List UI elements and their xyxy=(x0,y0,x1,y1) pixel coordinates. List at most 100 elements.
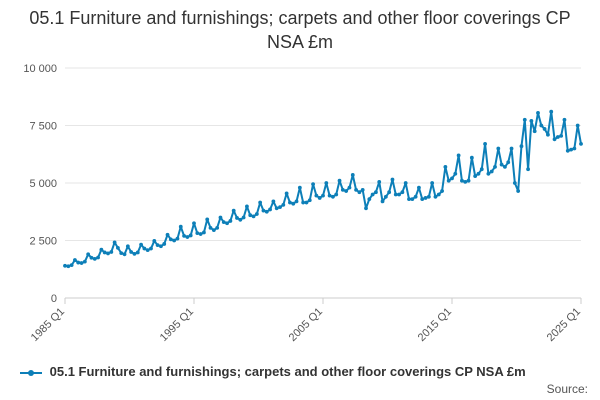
data-point[interactable] xyxy=(238,217,243,222)
data-point[interactable] xyxy=(79,261,84,265)
data-point[interactable] xyxy=(460,178,464,183)
data-point[interactable] xyxy=(456,153,461,158)
data-point[interactable] xyxy=(559,133,564,138)
data-point[interactable] xyxy=(195,231,200,236)
data-point[interactable] xyxy=(304,200,309,205)
data-point[interactable] xyxy=(109,250,114,254)
data-point[interactable] xyxy=(165,232,170,237)
data-point[interactable] xyxy=(549,109,554,114)
data-point[interactable] xyxy=(291,201,296,206)
data-point[interactable] xyxy=(377,179,382,184)
data-point[interactable] xyxy=(82,259,87,264)
data-point[interactable] xyxy=(344,189,349,193)
data-point[interactable] xyxy=(314,193,319,198)
data-point[interactable] xyxy=(496,146,501,151)
data-point[interactable] xyxy=(139,242,143,247)
data-point[interactable] xyxy=(254,212,259,216)
data-point[interactable] xyxy=(493,165,497,169)
data-point[interactable] xyxy=(251,214,256,219)
data-point[interactable] xyxy=(357,190,362,195)
data-point[interactable] xyxy=(66,264,71,269)
data-point[interactable] xyxy=(393,192,398,197)
data-point[interactable] xyxy=(324,181,329,185)
data-point[interactable] xyxy=(221,220,226,225)
data-point[interactable] xyxy=(436,192,441,197)
data-point[interactable] xyxy=(231,208,236,213)
data-point[interactable] xyxy=(235,216,239,220)
data-point[interactable] xyxy=(92,257,97,261)
data-point[interactable] xyxy=(443,165,448,169)
data-point[interactable] xyxy=(476,171,481,176)
data-point[interactable] xyxy=(565,148,570,153)
data-point[interactable] xyxy=(182,234,186,238)
data-point[interactable] xyxy=(63,263,67,268)
data-point[interactable] xyxy=(172,238,177,243)
data-point[interactable] xyxy=(522,117,527,122)
data-point[interactable] xyxy=(506,160,511,165)
data-point[interactable] xyxy=(473,174,478,179)
data-point[interactable] xyxy=(261,208,266,213)
data-point[interactable] xyxy=(218,215,223,220)
data-point[interactable] xyxy=(99,247,104,252)
data-point[interactable] xyxy=(135,250,140,255)
data-point[interactable] xyxy=(284,191,289,196)
data-point[interactable] xyxy=(350,173,355,177)
data-point[interactable] xyxy=(178,224,183,229)
data-point[interactable] xyxy=(512,181,517,185)
data-point[interactable] xyxy=(546,132,550,137)
data-point[interactable] xyxy=(89,255,94,260)
data-point[interactable] xyxy=(516,189,521,193)
data-point[interactable] xyxy=(192,221,196,226)
data-point[interactable] xyxy=(532,129,537,134)
data-point[interactable] xyxy=(374,190,378,195)
data-point[interactable] xyxy=(188,233,193,238)
data-point[interactable] xyxy=(162,242,167,246)
data-point[interactable] xyxy=(281,202,286,207)
data-point[interactable] xyxy=(483,142,487,146)
data-point[interactable] xyxy=(96,255,100,260)
data-point[interactable] xyxy=(569,147,573,152)
data-point[interactable] xyxy=(430,181,435,185)
data-point[interactable] xyxy=(426,194,431,199)
data-point[interactable] xyxy=(539,123,544,128)
data-point[interactable] xyxy=(317,196,322,200)
data-point[interactable] xyxy=(307,198,312,203)
data-point[interactable] xyxy=(390,177,395,182)
data-point[interactable] xyxy=(387,190,392,195)
data-point[interactable] xyxy=(526,167,530,172)
data-point[interactable] xyxy=(407,197,411,202)
data-point[interactable] xyxy=(241,215,246,220)
data-point[interactable] xyxy=(572,146,577,151)
data-point[interactable] xyxy=(337,178,342,183)
data-point[interactable] xyxy=(579,142,583,146)
data-point[interactable] xyxy=(331,194,335,199)
data-point[interactable] xyxy=(149,246,153,251)
data-point[interactable] xyxy=(278,205,282,210)
data-point[interactable] xyxy=(466,178,471,183)
data-point[interactable] xyxy=(208,225,213,230)
data-point[interactable] xyxy=(271,199,276,204)
data-point[interactable] xyxy=(380,199,385,204)
data-point[interactable] xyxy=(486,171,491,176)
data-point[interactable] xyxy=(552,137,557,142)
data-point[interactable] xyxy=(413,194,418,199)
legend[interactable]: 05.1 Furniture and furnishings; carpets … xyxy=(20,364,590,379)
data-point[interactable] xyxy=(116,245,120,250)
data-point[interactable] xyxy=(86,252,91,257)
data-point[interactable] xyxy=(248,213,253,218)
data-point[interactable] xyxy=(264,209,269,214)
data-point[interactable] xyxy=(450,176,454,181)
data-point[interactable] xyxy=(536,110,540,115)
data-point[interactable] xyxy=(503,165,507,169)
data-point[interactable] xyxy=(185,235,190,239)
data-point[interactable] xyxy=(519,144,524,149)
data-point[interactable] xyxy=(132,251,137,256)
data-point[interactable] xyxy=(334,192,339,197)
data-point[interactable] xyxy=(122,252,127,257)
data-point[interactable] xyxy=(142,246,147,251)
data-point[interactable] xyxy=(215,225,220,230)
data-point[interactable] xyxy=(294,199,299,204)
data-point[interactable] xyxy=(159,244,163,249)
data-point[interactable] xyxy=(370,192,375,197)
data-point[interactable] xyxy=(555,135,560,139)
